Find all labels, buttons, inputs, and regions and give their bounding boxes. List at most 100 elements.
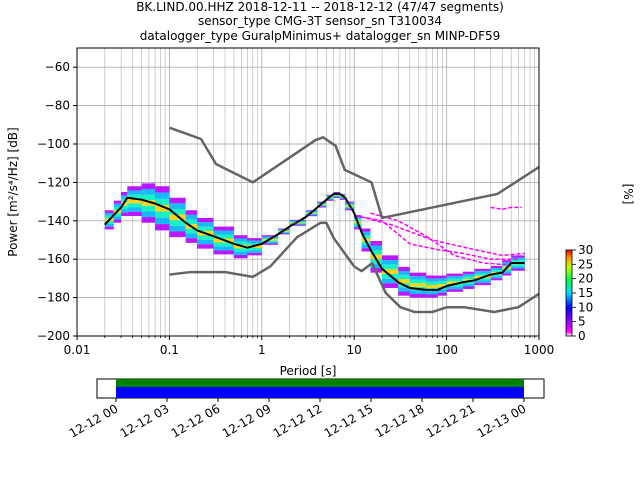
psd-histogram-cell (305, 210, 318, 212)
timeline-tick-label: 12-12 21 (424, 401, 478, 440)
psd-histogram-cell (127, 198, 142, 204)
psd-histogram-cell (426, 291, 438, 295)
psd-histogram-cell (474, 273, 491, 276)
psd-histogram-cell (333, 196, 340, 198)
psd-histogram-cell (437, 278, 447, 282)
psd-histogram-cell (426, 281, 438, 285)
psd-histogram-cell (426, 284, 438, 289)
psd-histogram-cell (398, 266, 410, 271)
psd-histogram-cell (278, 232, 290, 234)
psd-outlier-trace (370, 212, 512, 266)
psd-histogram-cell (345, 209, 355, 211)
psd-histogram-cell (185, 233, 198, 239)
psd-histogram-cell (317, 205, 327, 207)
psd-histogram-cell (317, 204, 327, 206)
psd-histogram-cell (502, 271, 512, 274)
psd-histogram-cell (278, 231, 290, 233)
psd-histogram-cell (233, 248, 248, 252)
psd-histogram-cell (474, 278, 491, 281)
psd-histogram-cell (462, 284, 475, 287)
psd-histogram-cell (326, 198, 334, 200)
psd-histogram-cell (370, 259, 383, 264)
psd-histogram-cell (233, 241, 248, 246)
psd-histogram-cell (511, 257, 525, 260)
psd-histogram-cell (213, 250, 234, 255)
psd-histogram-cell (213, 234, 234, 239)
psd-histogram-cell (409, 294, 427, 298)
chart-title-line-3: datalogger_type GuralpMinimus+ datalogge… (139, 29, 501, 43)
psd-histogram-cell (127, 190, 142, 195)
psd-histogram-cell (446, 289, 463, 292)
psd-histogram-cell (121, 212, 128, 216)
psd-histogram-cell (382, 283, 399, 288)
psd-histogram-cell (185, 228, 198, 234)
psd-histogram-cell (490, 278, 503, 281)
psd-outlier-trace (361, 216, 519, 260)
y-tick-label: −200 (37, 329, 70, 343)
psd-histogram-cell (339, 193, 346, 195)
psd-histogram-cell (339, 198, 346, 200)
psd-histogram-cell (141, 200, 156, 206)
psd-histogram-cell (261, 235, 279, 237)
psd-histogram-cell (141, 183, 156, 189)
psd-histogram-cell (398, 279, 410, 284)
psd-histogram-cell (261, 243, 279, 245)
psd-histogram-cell (511, 264, 525, 267)
psd-histogram-cell (155, 211, 170, 218)
psd-histogram-cell (462, 271, 475, 275)
y-axis-label: Power [m²/s⁴/Hz] [dB] (6, 127, 20, 256)
psd-histogram-cell (345, 201, 355, 203)
x-tick-label: 0.1 (160, 343, 179, 357)
psd-histogram-cell (382, 278, 399, 284)
x-axis: 0.01 0.1 1 10 100 1000 (64, 336, 554, 357)
psd-histogram-cell (197, 239, 214, 245)
psd-histogram-cell (409, 272, 427, 277)
psd-histogram-cell (155, 186, 170, 193)
psd-histogram-cell (370, 254, 383, 260)
psd-histogram-cell (113, 213, 122, 217)
psd-histogram-cell (121, 198, 128, 203)
psd-histogram-cell (398, 287, 410, 292)
colorbar-tick-label: 15 (578, 286, 593, 300)
psd-histogram-cell (169, 225, 186, 232)
psd-histogram-cell (361, 244, 371, 249)
psd-histogram-cell (169, 197, 186, 204)
timeline-tick-label: 12-12 06 (169, 401, 223, 440)
psd-histogram-cell (247, 252, 262, 256)
psd-histogram-cell (511, 266, 525, 269)
psd-histogram-cell (121, 209, 128, 213)
x-tick-label: 1 (258, 343, 266, 357)
psd-histogram-cell (437, 292, 447, 296)
psd-histogram-cell (333, 195, 340, 197)
psd-histogram-cell (354, 227, 362, 230)
psd-histogram-cell (169, 214, 186, 221)
psd-histogram-cell (289, 223, 306, 225)
psd-histogram-cell (104, 223, 114, 227)
psd-histogram-cell (446, 273, 463, 277)
psd-histogram-cell (511, 255, 525, 258)
psd-histogram-cell (446, 278, 463, 282)
psd-histogram-cell (197, 222, 214, 227)
psd-histogram-cell (185, 214, 198, 220)
timeline-tick-label: 12-12 03 (118, 401, 172, 440)
psd-histogram-cell (155, 192, 170, 199)
psd-histogram-cell (361, 241, 371, 245)
psd-histogram-cell (247, 238, 262, 241)
psd-histogram-cell (169, 220, 186, 226)
psd-histogram-cell (127, 207, 142, 212)
psd-histogram-cell (141, 211, 156, 218)
x-axis-label: Period [s] (280, 364, 337, 378)
psd-histogram-cell (169, 209, 186, 215)
timeline-tick-label: 12-12 15 (322, 401, 376, 440)
psd-histogram-cell (446, 276, 463, 279)
psd-histogram-cell (113, 200, 122, 204)
psd-histogram-cell (127, 194, 142, 199)
psd-histogram-cell (113, 203, 122, 207)
psd-histogram-cell (289, 219, 306, 221)
colorbar-tick-label: 30 (578, 243, 593, 257)
psd-histogram-cell (490, 267, 503, 271)
psd-histogram-cell (305, 213, 318, 215)
timeline-tick-label: 12-12 00 (67, 401, 121, 440)
psd-histogram-cell (213, 246, 234, 251)
y-tick-label: −140 (37, 214, 70, 228)
